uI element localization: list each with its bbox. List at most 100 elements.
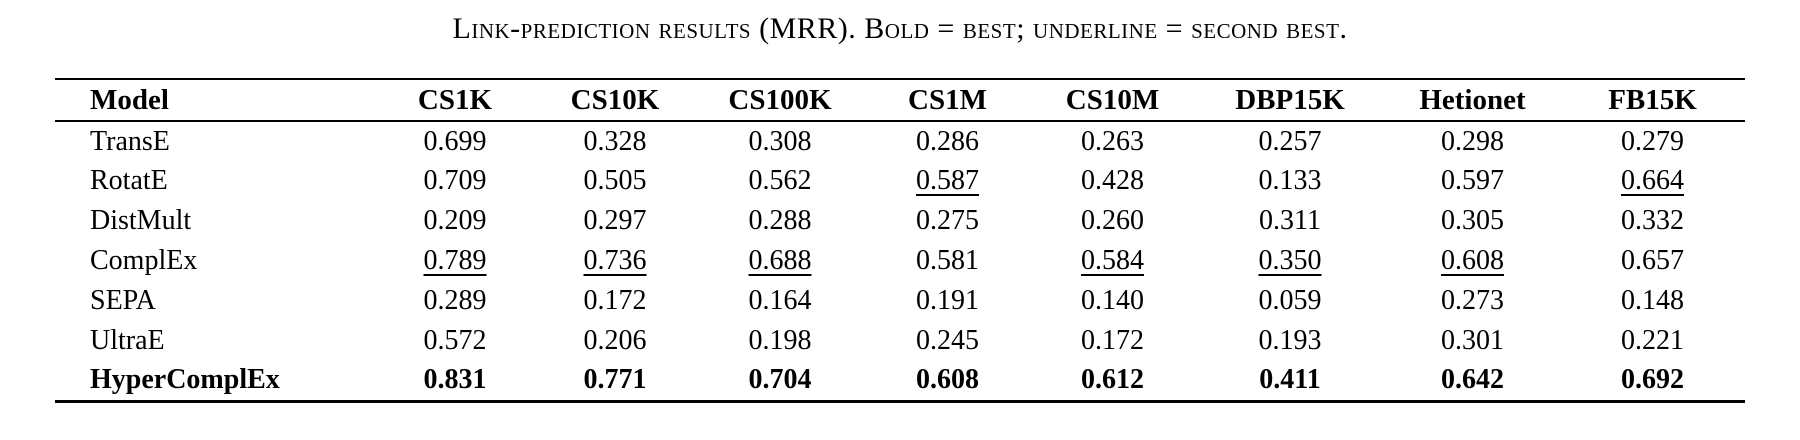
metric-value: 0.597 [1441,165,1504,196]
metric-value: 0.148 [1621,285,1684,316]
column-header-cs1k: CS1K [417,83,493,116]
table-cell: 0.328 [535,121,695,161]
column-header-cs10m: CS10M [1065,83,1160,116]
metric-value: 0.257 [1258,125,1322,157]
table-cell: 0.704 [695,361,865,401]
table-cell: 0.206 [535,321,695,361]
model-name: RotatE [55,161,375,201]
model-name: SEPA [55,281,375,321]
table-caption: Link-prediction results (MRR). Bold = be… [452,12,1348,45]
table-cell: 0.664 [1560,161,1745,201]
metric-value: 0.332 [1621,205,1684,236]
model-name: TransE [55,121,375,161]
model-label: SEPA [90,285,156,316]
table-cell: 0.245 [865,321,1030,361]
table-cell: 0.305 [1385,201,1560,241]
metric-value: 0.572 [423,325,487,356]
metric-value: 0.657 [1621,245,1684,276]
model-name: DistMult [55,201,375,241]
column-header-dbp15k: DBP15K [1235,83,1345,116]
table-cell: 0.831 [375,361,535,401]
table-cell: 0.191 [865,281,1030,321]
table-cell: 0.288 [695,201,865,241]
metric-value: 0.664 [1621,165,1684,196]
metric-value: 0.642 [1441,364,1504,396]
table-cell: 0.286 [865,121,1030,161]
table-cell: 0.597 [1385,161,1560,201]
table-cell: 0.164 [695,281,865,321]
metric-value: 0.206 [583,325,647,356]
column-header-cs100k: CS100K [728,83,832,116]
table-cell: 0.193 [1195,321,1385,361]
table-cell: 0.172 [1030,321,1195,361]
table-cell: 0.411 [1195,361,1385,401]
table-cell: 0.699 [375,121,535,161]
table-cell: 0.279 [1560,121,1745,161]
model-label: UltraE [90,325,165,356]
metric-value: 0.688 [748,245,812,276]
metric-value: 0.172 [583,285,647,316]
table-body: TransE 0.699 0.328 0.308 0.286 0.263 0.2… [55,121,1745,401]
table-cell: 0.688 [695,241,865,281]
table-cell: 0.572 [375,321,535,361]
metric-value: 0.411 [1259,364,1321,396]
results-table: Model CS1K CS10K CS100K CS1M CS10M DBP15… [55,78,1745,403]
table-row-ultrae: UltraE 0.572 0.206 0.198 0.245 0.172 0.1… [55,321,1745,361]
table-cell: 0.308 [695,121,865,161]
table-cell: 0.771 [535,361,695,401]
model-name: UltraE [55,321,375,361]
table-cell: 0.148 [1560,281,1745,321]
table-row-complex: ComplEx 0.789 0.736 0.688 0.581 0.584 0.… [55,241,1745,281]
metric-value: 0.709 [423,165,487,196]
metric-value: 0.789 [423,245,487,276]
model-name: HyperComplEx [55,361,375,401]
metric-value: 0.428 [1081,165,1144,196]
table-cell: 0.221 [1560,321,1745,361]
metric-value: 0.289 [423,285,487,316]
table-cell: 0.257 [1195,121,1385,161]
metric-value: 0.581 [916,245,979,276]
table-cell: 0.608 [865,361,1030,401]
table-cell: 0.209 [375,201,535,241]
table-cell: 0.298 [1385,121,1560,161]
table-cell: 0.587 [865,161,1030,201]
table-row-hypercomplex: HyperComplEx 0.831 0.771 0.704 0.608 0.6… [55,361,1745,401]
metric-value: 0.245 [916,325,979,356]
metric-value: 0.301 [1441,325,1504,356]
metric-value: 0.221 [1621,325,1684,356]
column-header-model: Model [90,83,169,116]
metric-value: 0.305 [1441,205,1504,236]
table-row-transe: TransE 0.699 0.328 0.308 0.286 0.263 0.2… [55,121,1745,161]
table-cell: 0.059 [1195,281,1385,321]
metric-value: 0.209 [423,205,487,236]
metric-value: 0.288 [748,205,812,236]
metric-value: 0.771 [583,364,647,396]
header-row: Model CS1K CS10K CS100K CS1M CS10M DBP15… [55,79,1745,121]
table-row-rotate: RotatE 0.709 0.505 0.562 0.587 0.428 0.1… [55,161,1745,201]
metric-value: 0.133 [1258,165,1322,196]
metric-value: 0.275 [916,205,979,236]
table-cell: 0.657 [1560,241,1745,281]
table-cell: 0.301 [1385,321,1560,361]
table-cell: 0.275 [865,201,1030,241]
metric-value: 0.286 [916,125,979,157]
metric-value: 0.608 [916,364,979,396]
metric-value: 0.140 [1081,285,1144,316]
table-cell: 0.562 [695,161,865,201]
metric-value: 0.505 [583,165,647,196]
metric-value: 0.612 [1081,364,1144,396]
metric-value: 0.562 [748,165,812,196]
metric-value: 0.831 [423,364,487,396]
metric-value: 0.273 [1441,285,1504,316]
table-row-distmult: DistMult 0.209 0.297 0.288 0.275 0.260 0… [55,201,1745,241]
column-header-fb15k: FB15K [1608,83,1697,116]
table-cell: 0.642 [1385,361,1560,401]
table-cell: 0.350 [1195,241,1385,281]
model-label: DistMult [90,205,192,236]
table-cell: 0.273 [1385,281,1560,321]
metric-value: 0.193 [1258,325,1322,356]
metric-value: 0.308 [748,125,812,157]
table-cell: 0.709 [375,161,535,201]
metric-value: 0.584 [1081,245,1144,276]
